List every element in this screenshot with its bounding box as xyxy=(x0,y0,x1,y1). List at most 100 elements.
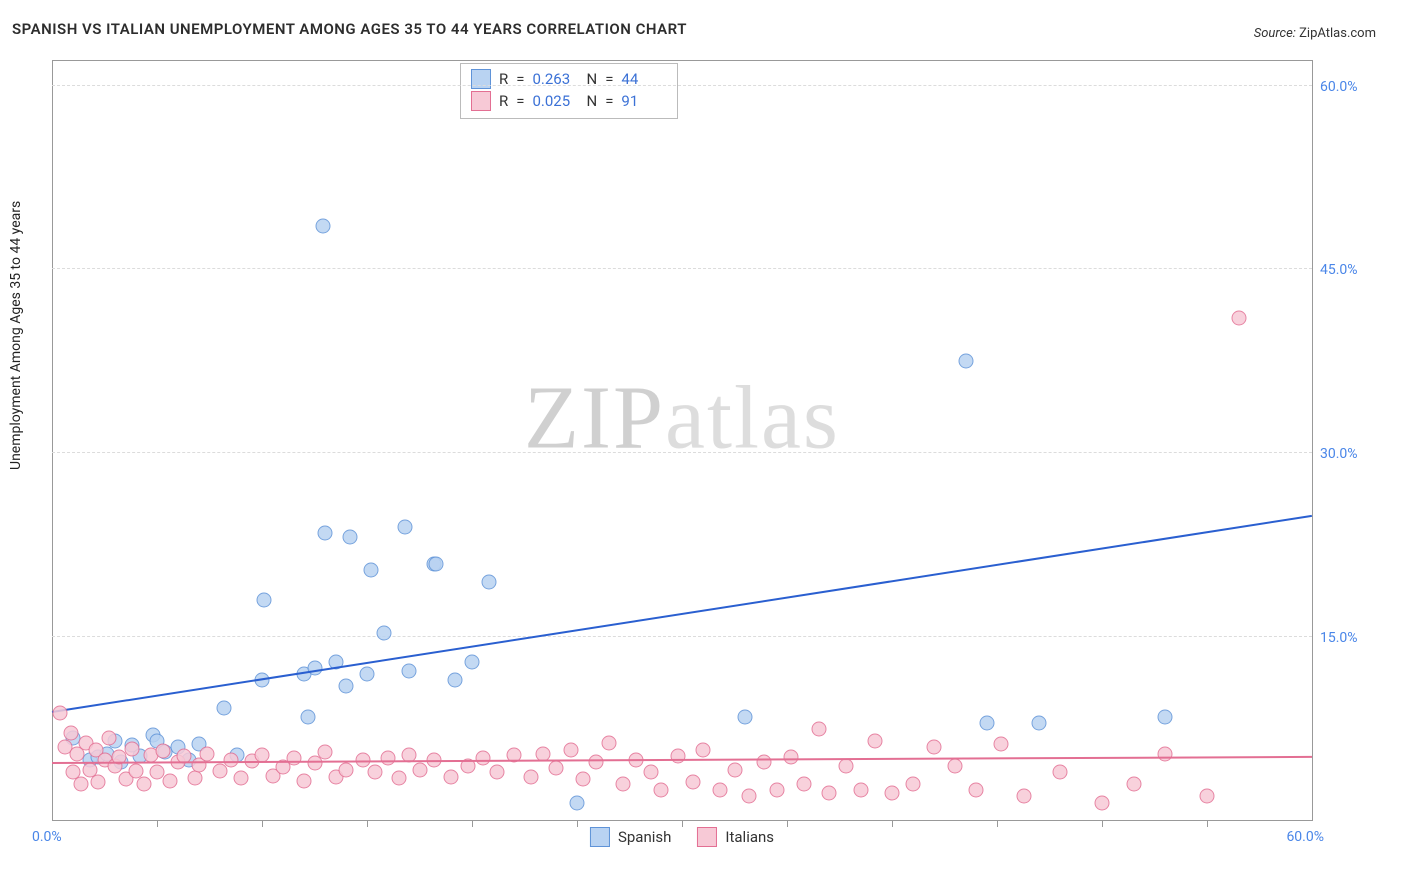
data-point xyxy=(685,774,700,789)
x-minor-tick xyxy=(1102,821,1103,827)
x-tick-max: 60.0% xyxy=(1286,829,1324,845)
data-point xyxy=(601,735,616,750)
data-point xyxy=(570,795,585,810)
data-point xyxy=(670,749,685,764)
data-point xyxy=(811,722,826,737)
stat-eq: = xyxy=(516,90,524,112)
y-tick-label: 15.0% xyxy=(1320,630,1380,646)
data-point xyxy=(318,525,333,540)
stat-r-label: R xyxy=(499,90,508,112)
data-point xyxy=(576,772,591,787)
data-point xyxy=(429,556,444,571)
data-point xyxy=(822,785,837,800)
data-point xyxy=(364,562,379,577)
data-point xyxy=(727,762,742,777)
data-point xyxy=(1032,715,1047,730)
data-point xyxy=(156,744,171,759)
chart-title: SPANISH VS ITALIAN UNEMPLOYMENT AMONG AG… xyxy=(12,20,687,38)
gridline xyxy=(52,85,1312,86)
data-point xyxy=(756,755,771,770)
stat-n-label: N xyxy=(586,90,597,112)
data-point xyxy=(124,741,139,756)
stat-eq: = xyxy=(605,90,613,112)
stats-box: R = 0.263 N = 44 R = 0.025 N = 91 xyxy=(460,63,678,119)
data-point xyxy=(391,771,406,786)
data-point xyxy=(1053,764,1068,779)
stat-r-spanish: 0.263 xyxy=(532,68,578,90)
data-point xyxy=(301,709,316,724)
data-point xyxy=(769,783,784,798)
data-point xyxy=(315,219,330,234)
data-point xyxy=(958,354,973,369)
x-minor-tick xyxy=(262,821,263,827)
stat-r-label: R xyxy=(499,68,508,90)
data-point xyxy=(927,740,942,755)
data-point xyxy=(412,762,427,777)
data-point xyxy=(906,777,921,792)
swatch-italian xyxy=(471,91,491,111)
x-minor-tick xyxy=(577,821,578,827)
data-point xyxy=(490,764,505,779)
data-point xyxy=(368,764,383,779)
x-minor-tick xyxy=(367,821,368,827)
data-point xyxy=(187,771,202,786)
data-point xyxy=(91,774,106,789)
data-point xyxy=(376,626,391,641)
data-point xyxy=(1158,709,1173,724)
data-point xyxy=(63,725,78,740)
data-point xyxy=(481,574,496,589)
data-point xyxy=(784,750,799,765)
data-point xyxy=(307,660,322,675)
data-point xyxy=(137,777,152,792)
data-point xyxy=(402,664,417,679)
x-minor-tick xyxy=(157,821,158,827)
data-point xyxy=(868,734,883,749)
gridline xyxy=(52,452,1312,453)
data-point xyxy=(853,783,868,798)
data-point xyxy=(234,771,249,786)
stat-n-spanish: 44 xyxy=(621,68,667,90)
data-point xyxy=(318,745,333,760)
data-point xyxy=(838,758,853,773)
legend-label-spanish: Spanish xyxy=(618,828,671,846)
gridline xyxy=(52,636,1312,637)
data-point xyxy=(465,654,480,669)
data-point xyxy=(101,730,116,745)
data-point xyxy=(257,593,272,608)
gridline xyxy=(52,268,1312,269)
data-point xyxy=(286,751,301,766)
data-point xyxy=(523,769,538,784)
scatter-plot: ZIPatlas R = 0.263 N = 44 R = 0.025 N = … xyxy=(52,60,1313,821)
data-point xyxy=(475,751,490,766)
swatch-spanish xyxy=(471,69,491,89)
y-axis-label: Unemployment Among Ages 35 to 44 years xyxy=(8,201,24,470)
data-point xyxy=(549,761,564,776)
x-tick-min: 0.0% xyxy=(32,829,62,845)
data-point xyxy=(742,789,757,804)
data-point xyxy=(1095,795,1110,810)
data-point xyxy=(738,709,753,724)
legend-item-italian: Italians xyxy=(697,827,774,847)
data-point xyxy=(796,777,811,792)
data-point xyxy=(200,746,215,761)
x-minor-tick xyxy=(997,821,998,827)
data-point xyxy=(223,752,238,767)
data-point xyxy=(712,783,727,798)
data-point xyxy=(885,785,900,800)
data-point xyxy=(948,758,963,773)
data-point xyxy=(217,701,232,716)
data-point xyxy=(588,755,603,770)
legend-label-italian: Italians xyxy=(725,828,774,846)
source-attribution: Source: ZipAtlas.com xyxy=(1254,26,1376,41)
legend-swatch-italian xyxy=(697,827,717,847)
data-point xyxy=(643,764,658,779)
stat-eq: = xyxy=(516,68,524,90)
data-point xyxy=(74,777,89,792)
data-point xyxy=(654,783,669,798)
data-point xyxy=(339,679,354,694)
stat-n-label: N xyxy=(586,68,597,90)
data-point xyxy=(53,706,68,721)
data-point xyxy=(616,777,631,792)
y-tick-label: 60.0% xyxy=(1320,79,1380,95)
x-minor-tick xyxy=(787,821,788,827)
